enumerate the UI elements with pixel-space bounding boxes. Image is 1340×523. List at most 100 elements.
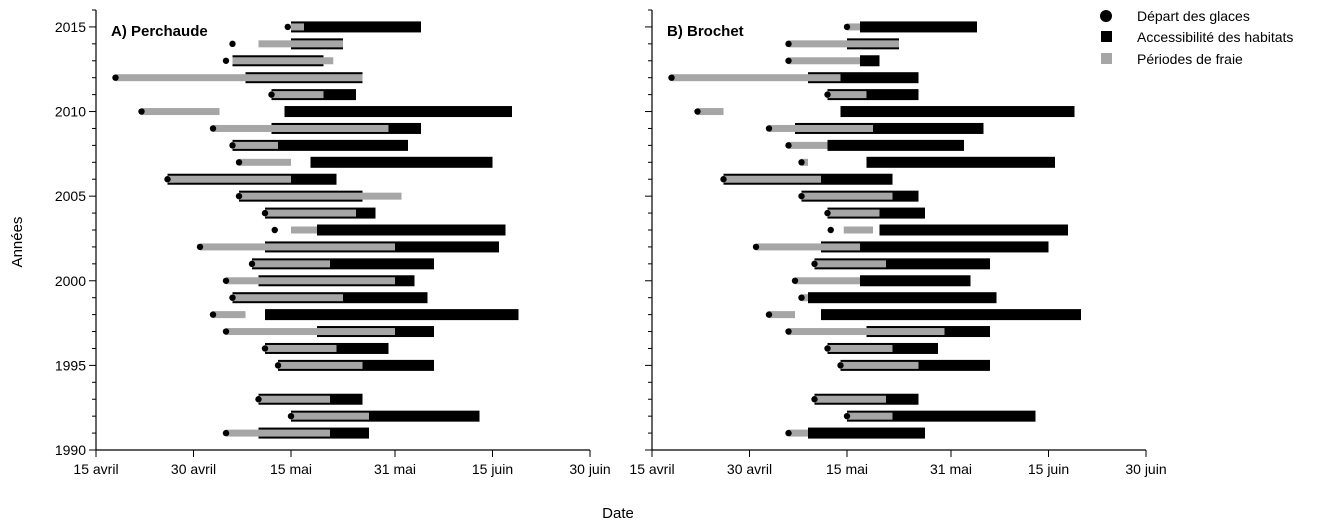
y-tick-label: 2000 — [55, 273, 86, 289]
habitat-bar — [827, 89, 919, 101]
habitat-bar — [808, 292, 997, 304]
ice-dot — [229, 294, 236, 301]
y-tick-label: 1990 — [55, 442, 86, 458]
spawn-bar — [671, 74, 841, 82]
spawn-bar — [271, 91, 324, 99]
habitat-bar — [827, 139, 964, 151]
legend-marker-spawn — [1101, 53, 1112, 64]
habitat-bar — [860, 21, 977, 33]
spawn-bar — [697, 108, 724, 116]
ice-dot — [785, 142, 792, 149]
spawn-bar — [847, 23, 860, 31]
spawn-bar — [788, 141, 828, 149]
spawn-bar — [291, 226, 317, 234]
habitat-bar — [860, 55, 880, 67]
x-tick-label: 15 mai — [270, 461, 312, 477]
ice-dot — [720, 176, 727, 183]
spawn-bar — [827, 209, 880, 217]
spawn-bar — [827, 91, 867, 99]
x-tick-label: 31 mai — [374, 461, 416, 477]
x-tick-label: 15 avril — [73, 461, 118, 477]
habitat-bar — [860, 275, 971, 287]
ice-dot — [112, 74, 119, 81]
spawn-bar — [769, 311, 795, 319]
ice-dot — [785, 40, 792, 48]
y-tick-label: 1995 — [55, 357, 86, 373]
ice-dot — [785, 429, 792, 437]
spawn-bar — [239, 158, 291, 166]
habitat-bar — [808, 427, 925, 439]
spawn-bar — [252, 260, 330, 268]
ice-dot — [798, 192, 805, 200]
ice-dot — [668, 74, 675, 81]
spawn-bar — [814, 260, 886, 268]
spawn-bar — [226, 277, 395, 285]
spawn-bar — [278, 361, 363, 369]
spawn-bar — [226, 429, 330, 437]
spawn-bar — [788, 57, 860, 65]
spawn-bar — [167, 175, 291, 183]
x-tick-label: 15 juin — [472, 461, 513, 477]
spawn-bar — [847, 412, 893, 420]
legend-label-spawn: Périodes de fraie — [1137, 51, 1243, 67]
habitat-bar — [821, 241, 1049, 253]
ice-dot — [287, 412, 295, 420]
ice-dot — [694, 108, 701, 115]
legend-marker-ice — [1100, 10, 1112, 22]
spawn-bar — [788, 40, 899, 48]
spawn-bar — [141, 108, 220, 116]
spawn-bar — [840, 361, 919, 369]
ice-dot — [827, 226, 834, 234]
ice-dot — [824, 345, 831, 352]
x-tick-label: 15 mai — [826, 461, 868, 477]
ice-dot — [798, 159, 805, 166]
spawn-bar — [232, 141, 278, 149]
habitat-bar — [317, 224, 506, 236]
x-tick-label: 30 juin — [1125, 461, 1166, 477]
ice-dot — [824, 91, 831, 98]
ice-dot — [785, 328, 792, 335]
spawn-bar — [115, 74, 363, 82]
spawn-bar — [291, 412, 369, 420]
ice-dot — [274, 362, 282, 369]
legend-label-ice: Départ des glaces — [1137, 8, 1250, 24]
spawn-bar — [723, 175, 821, 183]
spawn-bar — [843, 226, 873, 234]
habitat-bar — [814, 258, 990, 270]
spawn-bar — [788, 328, 945, 336]
habitat-bar — [310, 156, 493, 168]
ice-dot — [811, 396, 818, 403]
spawn-bar — [814, 395, 886, 403]
ice-dot — [138, 108, 145, 115]
spawn-bar — [232, 57, 334, 65]
ice-dot — [255, 396, 262, 403]
spawn-bar — [788, 429, 808, 437]
ice-dot — [222, 57, 230, 64]
ice-dot — [791, 277, 799, 284]
y-axis-title: Années — [9, 217, 26, 268]
ice-dot — [284, 23, 291, 31]
ice-dot — [752, 243, 760, 251]
ice-dot — [785, 57, 792, 64]
spawn-bar — [226, 328, 395, 336]
ice-dot — [222, 429, 230, 437]
spawn-bar — [756, 243, 860, 251]
y-tick-label: 2005 — [55, 188, 86, 204]
spawn-bar — [801, 192, 893, 200]
spawn-bar — [801, 158, 808, 166]
spawn-bar — [258, 40, 343, 48]
ice-dot — [222, 328, 230, 335]
ice-dot — [209, 311, 217, 318]
spawn-bar — [213, 124, 389, 132]
habitat-bar — [879, 224, 1068, 236]
ice-dot — [222, 277, 230, 284]
x-tick-label: 30 avril — [727, 461, 772, 477]
habitat-bar — [284, 106, 512, 118]
ice-dot — [811, 260, 818, 268]
ice-dot — [798, 294, 805, 301]
habitat-bar — [252, 258, 434, 270]
legend-marker-hab — [1101, 31, 1112, 42]
habitat-bar — [232, 139, 408, 151]
spawn-bar — [769, 124, 873, 132]
y-tick-label: 2015 — [55, 19, 86, 35]
